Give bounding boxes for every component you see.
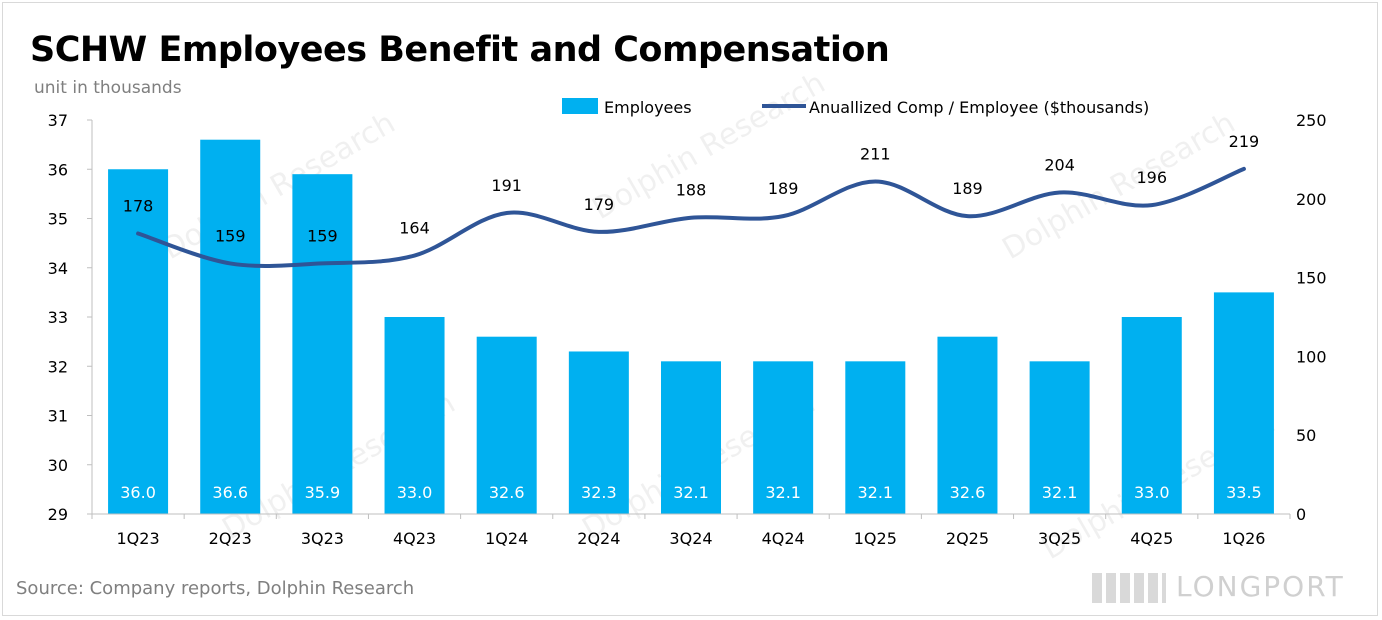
line-label-3Q24: 188 [676,181,707,200]
bar-label-4Q24: 32.1 [765,483,801,502]
watermark-text-0: Dolphin Research [157,105,402,266]
brand-logo: LONGPORT [1092,570,1345,603]
bar-label-2Q24: 32.3 [581,483,617,502]
chart-title: SCHW Employees Benefit and Compensation [30,30,890,70]
x-tick-1Q25: 1Q25 [854,529,897,548]
y-left-tick-30: 30 [48,456,68,475]
x-tick-2Q24: 2Q24 [577,529,620,548]
x-tick-3Q23: 3Q23 [301,529,344,548]
x-tick-4Q25: 4Q25 [1130,529,1173,548]
legend-label-employees: Employees [604,98,692,117]
line-label-3Q25: 204 [1044,155,1075,174]
y-left-tick-32: 32 [48,357,68,376]
y-right-tick-50: 50 [1296,426,1316,445]
x-tick-1Q23: 1Q23 [117,529,160,548]
x-tick-4Q24: 4Q24 [762,529,805,548]
bar-label-4Q23: 33.0 [397,483,433,502]
bar-label-3Q25: 32.1 [1042,483,1078,502]
line-label-2Q24: 179 [584,195,615,214]
bar-label-1Q25: 32.1 [857,483,893,502]
line-label-1Q25: 211 [860,144,891,163]
brand-text: LONGPORT [1176,570,1345,603]
bar-4Q25 [1121,317,1182,514]
line-label-1Q26: 219 [1229,132,1260,151]
bar-3Q24 [661,361,721,514]
bar-label-4Q25: 33.0 [1134,483,1170,502]
x-tick-1Q24: 1Q24 [485,529,528,548]
line-label-4Q24: 189 [768,179,799,198]
bar-1Q24 [476,336,537,514]
x-tick-3Q25: 3Q25 [1038,529,1081,548]
bar-1Q26 [1213,292,1274,514]
x-tick-3Q24: 3Q24 [669,529,712,548]
bar-label-2Q25: 32.6 [950,483,986,502]
watermark-text-4: Dolphin Research [587,65,832,226]
bar-label-3Q23: 35.9 [305,483,341,502]
axes-group: 29 30 31 32 33 34 35 36 37 0 50 100 150 200 250 1Q23 2Q2… [48,111,1327,548]
x-tick-2Q25: 2Q25 [946,529,989,548]
y-left-tick-37: 37 [48,111,68,130]
legend-label-comp: Anuallized Comp / Employee ($thousands) [809,98,1149,117]
bar-3Q25 [1029,361,1090,514]
y-right-tick-100: 100 [1296,347,1327,366]
source-note: Source: Company reports, Dolphin Researc… [16,578,415,599]
bar-label-group: 36.0 36.6 35.9 33.0 32.6 32.3 32.1 32.1 32.1 32.6… [120,483,1261,502]
line-label-1Q24: 191 [491,176,522,195]
line-series [136,166,1246,268]
bar-2Q25 [937,336,998,514]
y-left-tick-29: 29 [48,505,68,524]
chart-subtitle: unit in thousands [34,78,182,98]
y-left-tick-33: 33 [48,308,68,327]
brand-mark-icon [1092,573,1166,603]
y-right-tick-200: 200 [1296,190,1327,209]
bar-label-1Q26: 33.5 [1226,483,1262,502]
y-left-tick-35: 35 [48,210,68,229]
line-label-2Q25: 189 [952,179,983,198]
bar-label-3Q24: 32.1 [673,483,709,502]
bar-label-1Q24: 32.6 [489,483,525,502]
y-right-tick-0: 0 [1296,505,1306,524]
y-left-tick-36: 36 [48,160,68,179]
y-right-tick-250: 250 [1296,111,1327,130]
x-tick-2Q23: 2Q23 [209,529,252,548]
bar-series [108,139,1274,515]
comp-per-employee-line [136,166,1246,268]
line-label-group: 178 159 159 164 191 179 188 189 211 189 204 196 219 [123,132,1259,246]
bar-4Q24 [753,361,814,514]
bar-label-2Q23: 36.6 [212,483,248,502]
line-label-4Q25: 196 [1136,168,1167,187]
line-label-4Q23: 164 [399,219,430,238]
bar-4Q23 [384,317,445,514]
y-left-tick-31: 31 [48,407,68,426]
bar-1Q25 [845,361,906,514]
line-label-3Q23: 159 [307,226,338,245]
y-right-tick-150: 150 [1296,269,1327,288]
bar-2Q23 [200,139,261,514]
bar-label-1Q23: 36.0 [120,483,156,502]
bar-2Q24 [568,351,629,514]
legend: Employees Anuallized Comp / Employee ($th… [562,98,1149,117]
bar-1Q23 [108,169,169,514]
x-tick-4Q23: 4Q23 [393,529,436,548]
line-label-1Q23: 178 [123,196,154,215]
line-label-2Q23: 159 [215,226,246,245]
x-tick-1Q26: 1Q26 [1222,529,1265,548]
y-left-tick-34: 34 [48,259,68,278]
bar-3Q23 [292,174,353,515]
legend-swatch-employees [562,98,598,114]
